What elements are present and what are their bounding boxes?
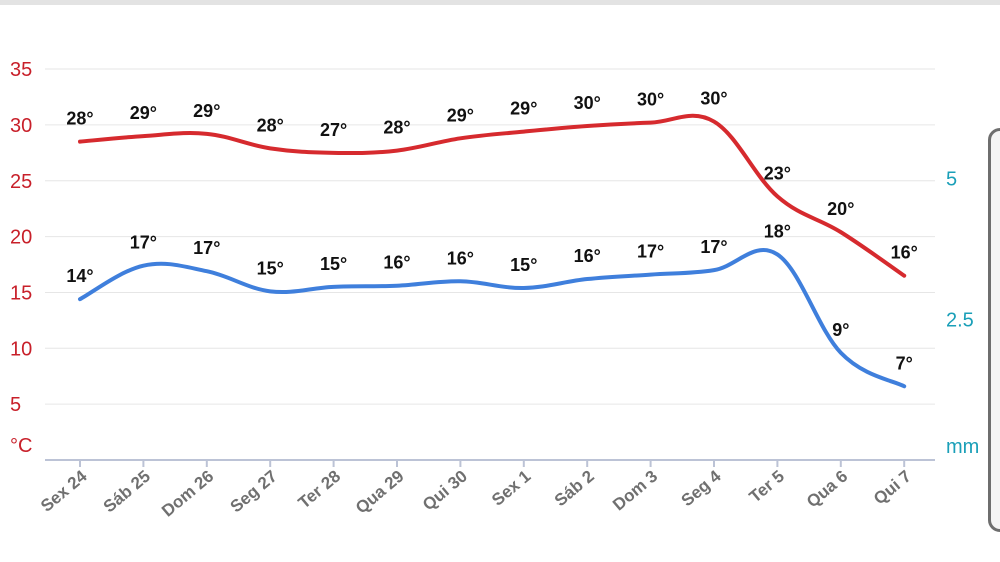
y-right-unit: mm bbox=[946, 436, 979, 458]
low-temp-label: 7° bbox=[896, 353, 913, 373]
high-temp-label: 29° bbox=[130, 103, 157, 123]
series-layer bbox=[78, 113, 907, 389]
x-tick-label: Sáb 2 bbox=[551, 467, 598, 511]
x-tick-label: Seg 4 bbox=[678, 466, 725, 510]
x-tick-label: Dom 3 bbox=[609, 467, 661, 515]
low-temp-label: 16° bbox=[447, 248, 474, 268]
high-temp-label: 28° bbox=[257, 115, 284, 135]
y-left-tick-label: 30 bbox=[10, 115, 32, 137]
y-left-unit: °C bbox=[10, 435, 32, 457]
high-temp-label: 23° bbox=[764, 163, 791, 183]
low-temp-label: 14° bbox=[66, 266, 93, 286]
x-tick-label: Ter 5 bbox=[746, 467, 788, 507]
low-temp-line bbox=[78, 248, 907, 389]
y-left-tick-label: 20 bbox=[10, 227, 32, 249]
y-left-tick-label: 15 bbox=[10, 282, 32, 304]
low-temp-label: 9° bbox=[832, 320, 849, 340]
low-temp-label: 16° bbox=[383, 253, 410, 273]
label-layer: 28° 29° 29° 28° 27° 28° 29° 29° 30° 30° 30° 23° 20° 1… bbox=[66, 89, 917, 374]
high-temp-label: 27° bbox=[320, 120, 347, 140]
scroll-handle[interactable] bbox=[988, 128, 1000, 532]
high-temp-label: 29° bbox=[193, 101, 220, 121]
y-left-tick-label: 10 bbox=[10, 338, 32, 360]
x-tick-label: Dom 26 bbox=[158, 467, 217, 521]
y-right-tick-label: 5 bbox=[946, 169, 957, 191]
high-temp-label: 28° bbox=[66, 109, 93, 129]
y-left-tick-label: 5 bbox=[10, 394, 21, 416]
low-temp-label: 15° bbox=[257, 258, 284, 278]
high-temp-label: 16° bbox=[891, 243, 918, 263]
low-temp-label: 18° bbox=[764, 221, 791, 241]
low-temp-label: 17° bbox=[130, 233, 157, 253]
y-left-tick-label: 25 bbox=[10, 171, 32, 193]
x-tick-label: Qua 6 bbox=[803, 467, 851, 512]
high-temp-label: 30° bbox=[700, 89, 727, 109]
x-tick-label: Seg 27 bbox=[227, 467, 281, 517]
x-tick-label: Sex 1 bbox=[488, 467, 534, 510]
low-temp-label: 17° bbox=[193, 238, 220, 258]
x-tick-label: Ter 28 bbox=[295, 467, 345, 513]
high-temp-label: 28° bbox=[383, 118, 410, 138]
x-tick-label: Sáb 25 bbox=[100, 467, 154, 517]
high-temp-label: 29° bbox=[447, 105, 474, 125]
high-temp-label: 30° bbox=[637, 90, 664, 110]
low-temp-label: 17° bbox=[700, 237, 727, 257]
x-tick-label: Qui 7 bbox=[870, 467, 915, 509]
x-tick-label: Qua 29 bbox=[352, 467, 408, 518]
high-temp-label: 20° bbox=[827, 199, 854, 219]
y-right-tick-label: 2.5 bbox=[946, 309, 974, 331]
low-temp-label: 15° bbox=[510, 255, 537, 275]
low-temp-label: 15° bbox=[320, 254, 347, 274]
low-temp-label: 16° bbox=[574, 246, 601, 266]
low-temp-label: 17° bbox=[637, 242, 664, 262]
high-temp-line bbox=[78, 113, 907, 278]
y-left-tick-label: 35 bbox=[10, 59, 32, 81]
grid-layer bbox=[45, 68, 935, 405]
x-tick-label: Qui 30 bbox=[419, 467, 471, 515]
high-temp-label: 29° bbox=[510, 99, 537, 119]
top-border bbox=[0, 0, 1000, 5]
x-tick-label: Sex 24 bbox=[37, 466, 91, 516]
high-temp-label: 30° bbox=[574, 93, 601, 113]
